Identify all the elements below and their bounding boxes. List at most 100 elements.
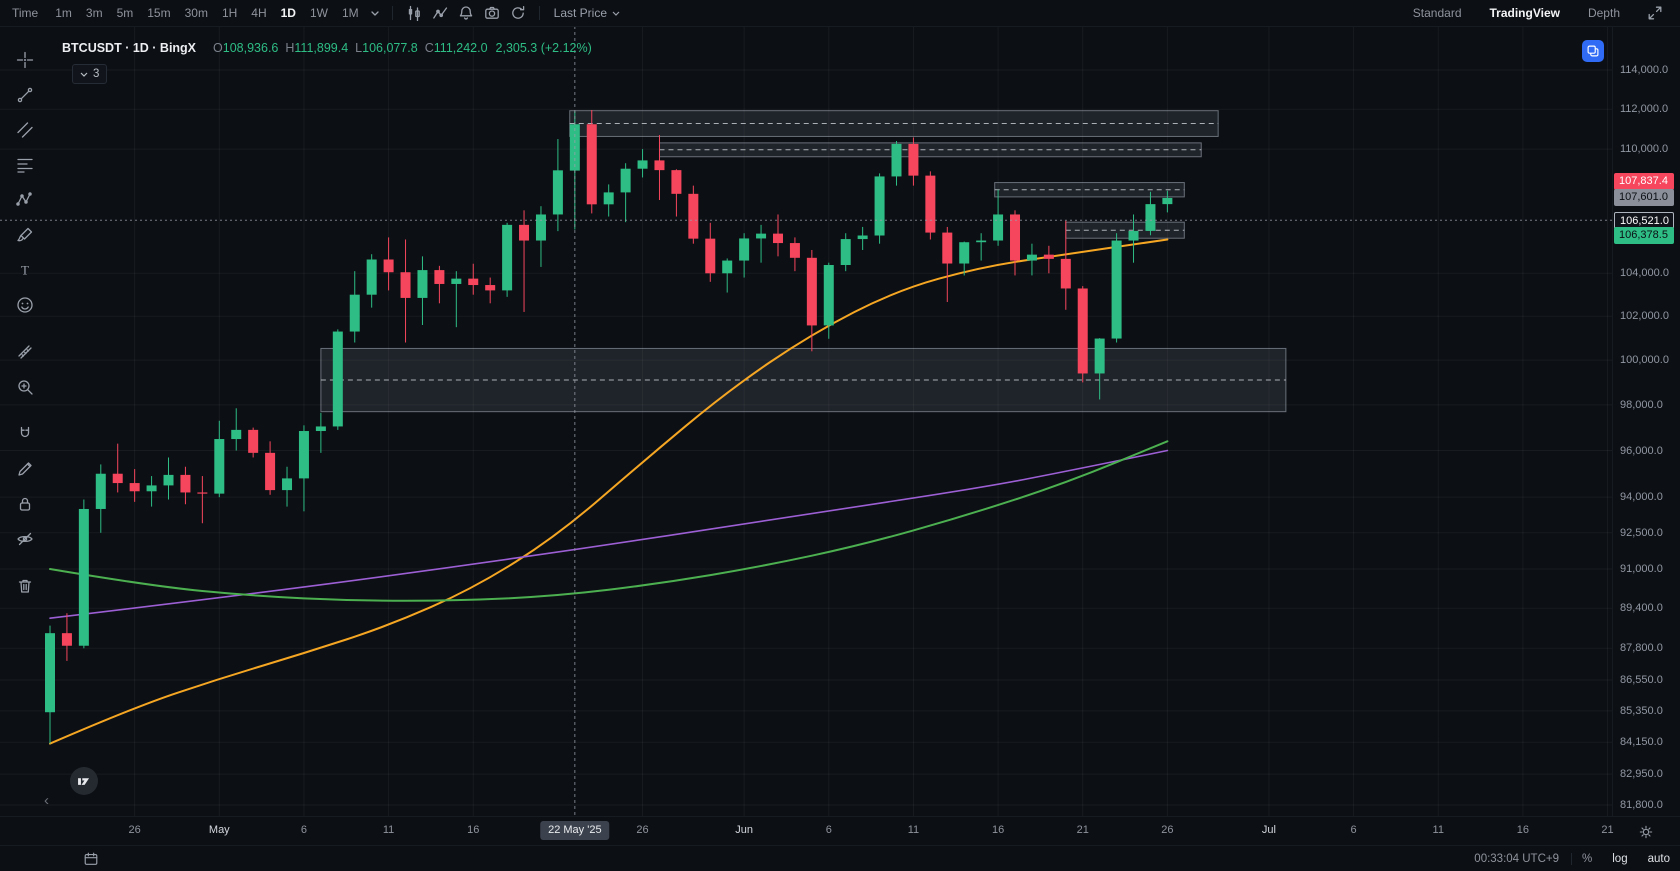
chevron-left-icon[interactable]: ‹ — [44, 792, 49, 809]
candle — [349, 271, 360, 343]
candle — [1010, 210, 1021, 276]
time-tick: 21 — [1076, 824, 1089, 836]
price-source-dropdown[interactable]: Last Price — [548, 5, 626, 21]
magnet-tool[interactable] — [7, 416, 43, 451]
price-source-label: Last Price — [553, 6, 607, 20]
candle — [78, 499, 89, 649]
candle — [265, 441, 276, 495]
pattern-tool[interactable] — [7, 182, 43, 217]
sync-widget-button[interactable] — [1582, 40, 1604, 62]
candle — [451, 271, 462, 328]
depth-mode-button[interactable]: Depth — [1582, 5, 1626, 21]
crosshair-icon — [16, 51, 34, 68]
indicators-button[interactable] — [427, 1, 453, 25]
timeframe-1D[interactable]: 1D — [274, 0, 303, 26]
tradingview-mode-button[interactable]: TradingView — [1484, 5, 1566, 21]
zoom-tool[interactable] — [7, 369, 43, 404]
emoji-tool[interactable] — [7, 287, 43, 322]
price-tick: 98,000.0 — [1620, 398, 1663, 411]
ma-mid-line[interactable] — [49, 449, 1169, 619]
trendline-tool[interactable] — [7, 77, 43, 112]
candle — [282, 466, 293, 507]
price-tick: 82,950.0 — [1620, 768, 1663, 781]
candle — [552, 139, 563, 232]
ruler-tool[interactable] — [7, 334, 43, 369]
time-tick: 6 — [825, 824, 832, 836]
time-tick: 26 — [1161, 824, 1174, 836]
eye-off-icon — [17, 532, 33, 545]
timeframe-15m[interactable]: 15m — [140, 0, 177, 26]
fib-retracement-tool[interactable] — [7, 147, 43, 182]
crosshair-tool[interactable] — [7, 42, 43, 77]
percent-scale-button[interactable]: % — [1572, 853, 1602, 865]
tradingview-logo[interactable] — [70, 767, 98, 795]
supply-demand-zone[interactable] — [320, 347, 1287, 413]
parallel-channel-tool[interactable] — [7, 112, 43, 147]
price-axis[interactable]: 114,000.0 112,000.0 110,000.0 104,000.0 102,… — [1612, 26, 1680, 816]
time-tick: Jul — [1261, 824, 1276, 836]
chart-style-button[interactable] — [401, 1, 427, 25]
candle — [1060, 220, 1071, 310]
delete-drawings-tool[interactable] — [7, 568, 43, 603]
candle — [129, 469, 140, 502]
candle — [248, 427, 259, 458]
standard-mode-button[interactable]: Standard — [1407, 5, 1468, 21]
edit-tool[interactable] — [7, 451, 43, 486]
camera-icon — [484, 6, 499, 19]
price-tick: 84,150.0 — [1620, 736, 1663, 749]
fullscreen-button[interactable] — [1642, 1, 1668, 25]
close-label: C — [424, 41, 434, 55]
reset-chart-button[interactable] — [505, 1, 531, 25]
supply-demand-zone[interactable] — [658, 142, 1202, 158]
price-tick: 91,000.0 — [1620, 562, 1663, 575]
timeframe-1m[interactable]: 1m — [48, 0, 79, 26]
brush-tool[interactable] — [7, 217, 43, 252]
grid — [0, 26, 1612, 816]
timeframe-4H[interactable]: 4H — [244, 0, 273, 26]
ma-fast-line[interactable] — [49, 238, 1169, 745]
lock-tool[interactable] — [7, 486, 43, 521]
candle — [298, 425, 309, 512]
screenshot-button[interactable] — [479, 1, 505, 25]
candle — [400, 239, 411, 343]
symbol-title[interactable]: BTCUSDT · 1D · BingX — [62, 41, 197, 55]
timeframe-5m[interactable]: 5m — [110, 0, 141, 26]
timeframe-dropdown-button[interactable] — [366, 1, 384, 25]
candle — [468, 263, 479, 295]
auto-scale-button[interactable]: auto — [1638, 853, 1680, 865]
alert-button[interactable] — [453, 1, 479, 25]
candle — [535, 206, 546, 267]
hide-drawings-tool[interactable] — [7, 521, 43, 556]
price-tick: 112,000.0 — [1620, 103, 1669, 116]
axis-settings-corner[interactable] — [1612, 816, 1680, 846]
time-tick: 11 — [382, 824, 395, 836]
objects-tree-badge[interactable]: 3 — [72, 64, 108, 84]
candle — [688, 185, 699, 244]
ma-slow-line[interactable] — [49, 440, 1169, 602]
price-tick: 92,500.0 — [1620, 526, 1663, 539]
supply-demand-zone[interactable] — [1065, 221, 1185, 239]
indicators-icon — [432, 7, 447, 19]
text-tool[interactable]: T — [7, 252, 43, 287]
date-range-button[interactable] — [78, 847, 104, 871]
time-axis[interactable]: 26 May 6 11 16 26 Jun 6 11 16 21 26 Jul 6 11 16 21 22 May… — [0, 816, 1614, 846]
supply-demand-zone[interactable] — [569, 110, 1219, 137]
text-icon: T — [21, 262, 29, 277]
candle — [942, 226, 953, 303]
log-scale-button[interactable]: log — [1602, 853, 1637, 865]
clock-display[interactable]: 00:33:04 UTC+9 — [1474, 853, 1560, 865]
timeframe-1M[interactable]: 1M — [335, 0, 366, 26]
timeframe-1H[interactable]: 1H — [215, 0, 244, 26]
timeframe-3m[interactable]: 3m — [79, 0, 110, 26]
price-tick: 100,000.0 — [1620, 354, 1669, 367]
candle — [1111, 233, 1122, 343]
candle — [95, 464, 106, 533]
candle — [891, 141, 902, 186]
candle — [806, 249, 817, 352]
supply-demand-zone[interactable] — [994, 182, 1185, 198]
candle — [908, 137, 919, 186]
timeframe-1W[interactable]: 1W — [303, 0, 335, 26]
candle — [197, 476, 208, 524]
chart-canvas[interactable] — [0, 26, 1612, 816]
timeframe-30m[interactable]: 30m — [178, 0, 215, 26]
